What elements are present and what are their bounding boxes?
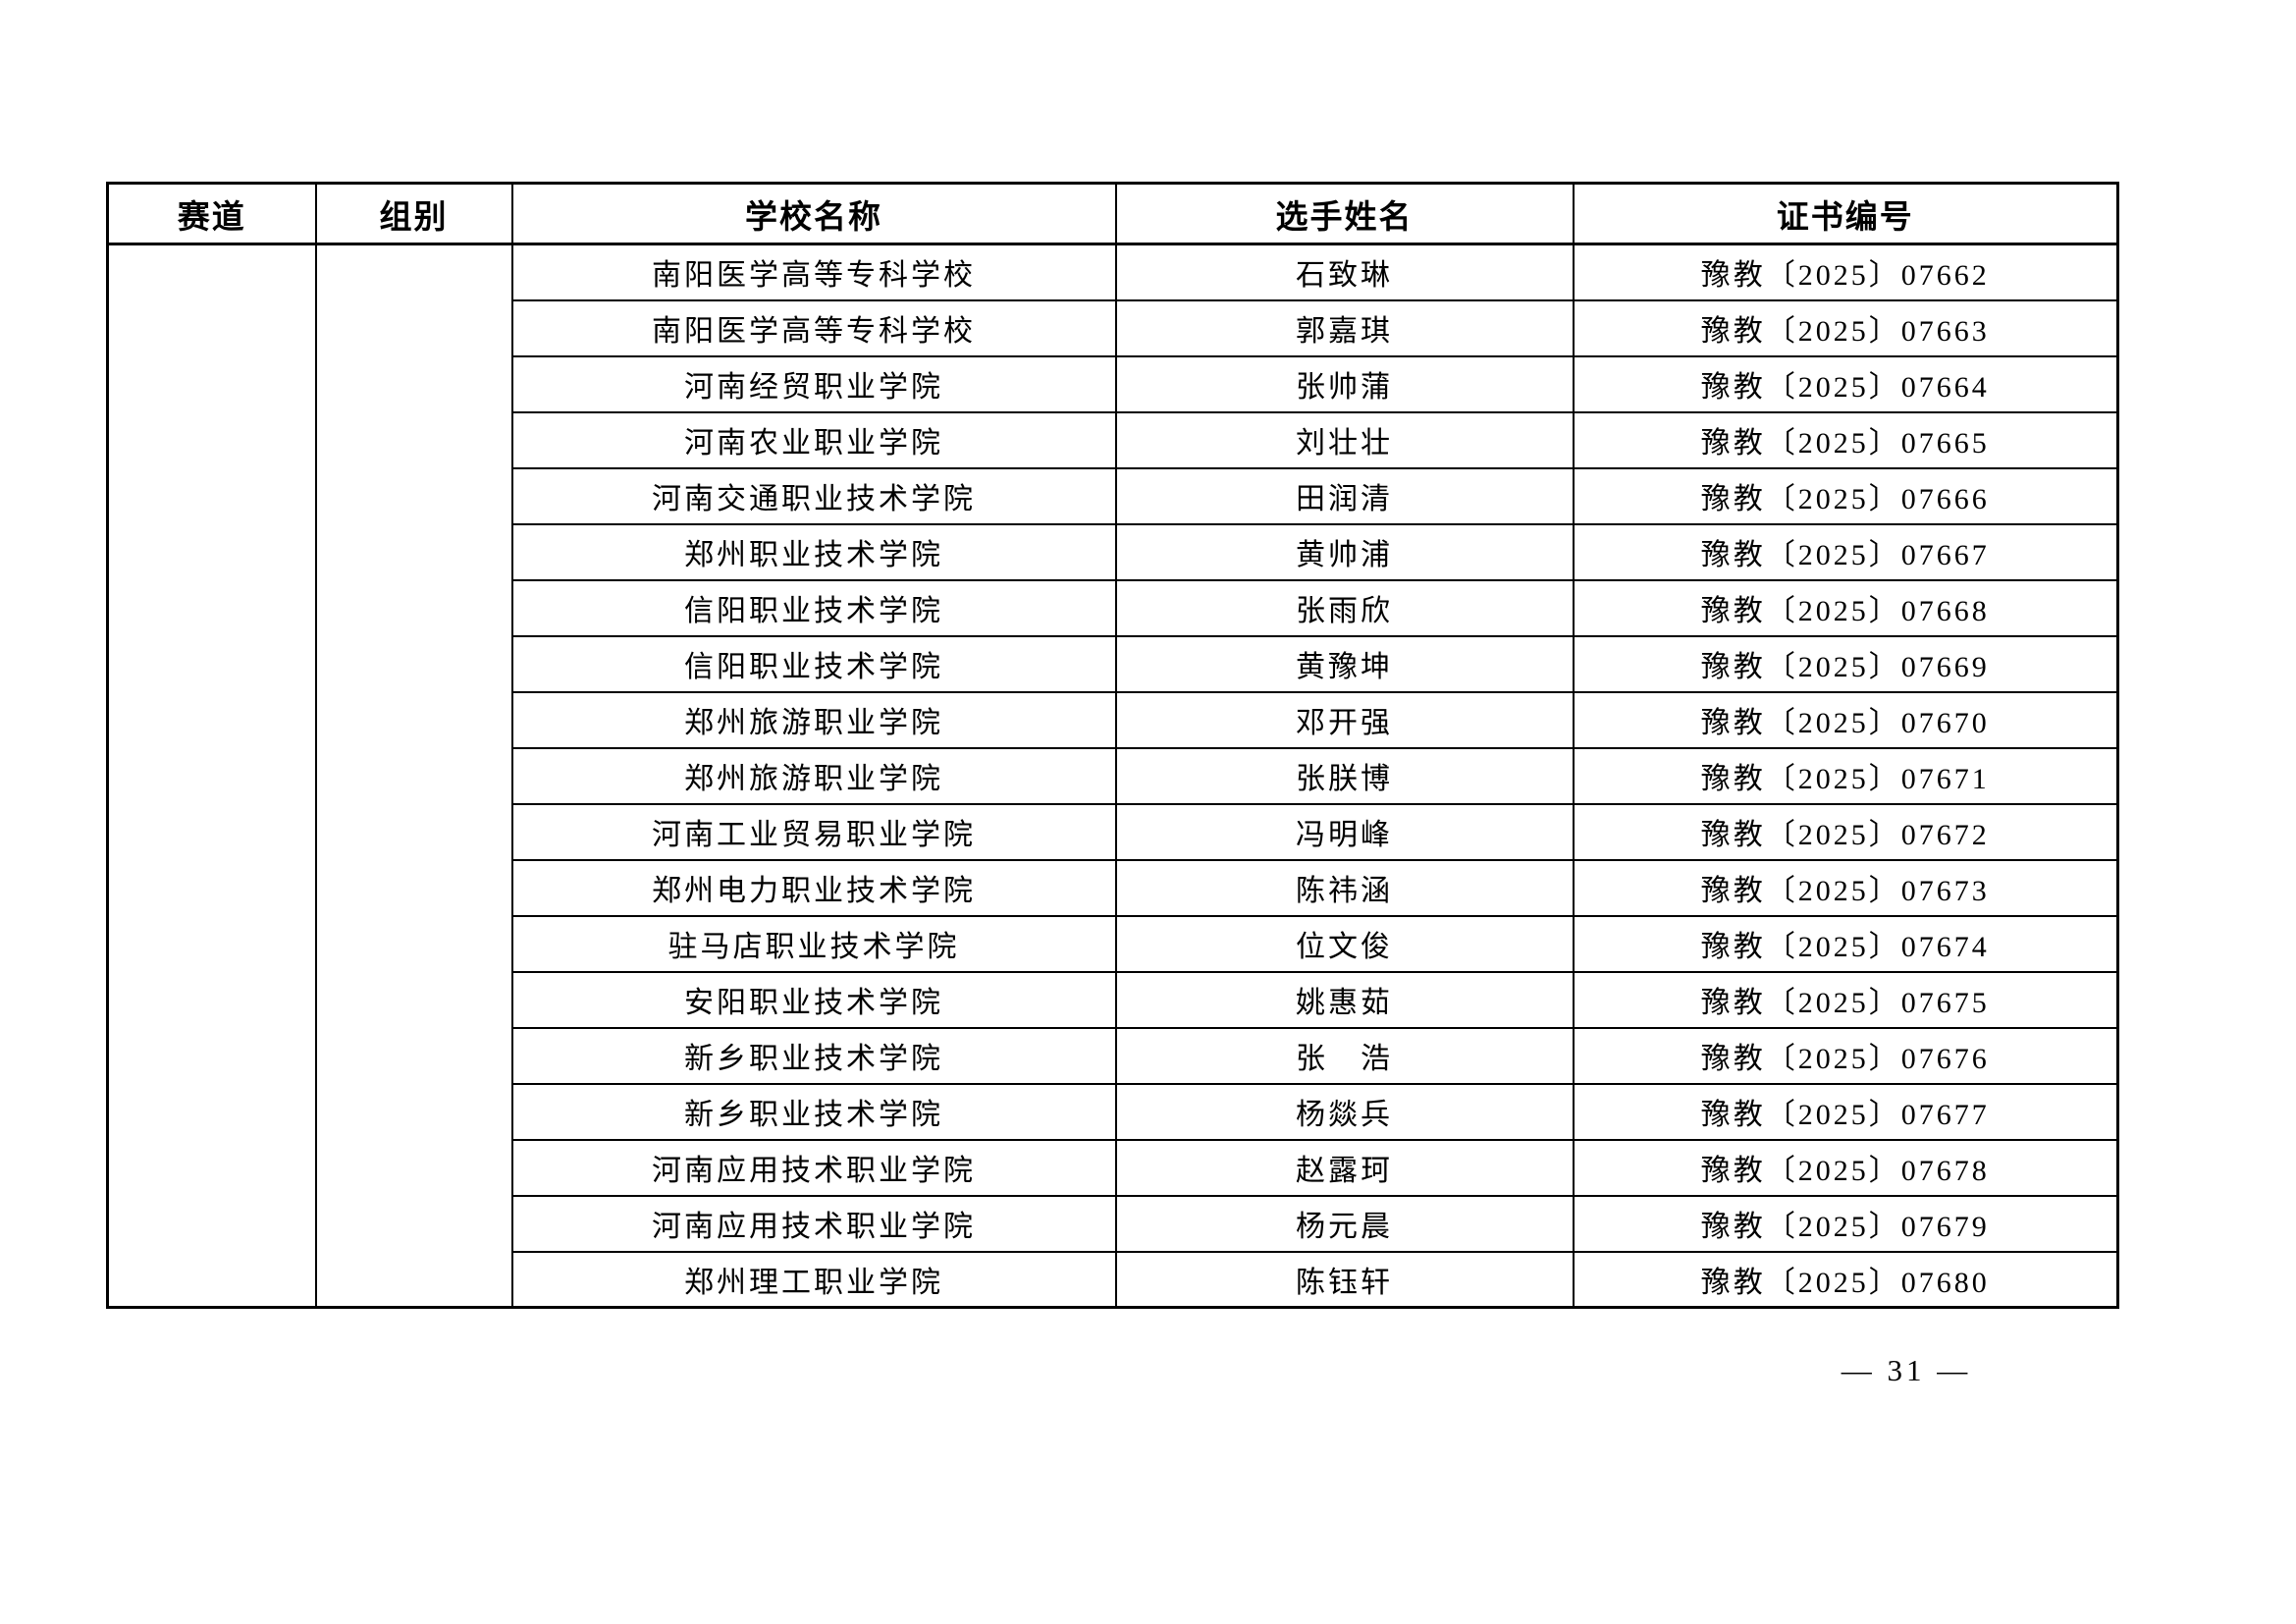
contestant-cell: 张帅蒲 xyxy=(1114,354,1575,413)
header-group: 组别 xyxy=(314,182,513,245)
track-cell xyxy=(106,243,317,1309)
school-cell: 郑州理工职业学院 xyxy=(510,1250,1117,1309)
school-cell: 郑州职业技术学院 xyxy=(510,522,1117,581)
group-cell xyxy=(314,243,513,1309)
table-row: 信阳职业技术学院 张雨欣 豫教〔2025〕07668 xyxy=(108,578,2119,637)
table-row: 新乡职业技术学院 杨燚兵 豫教〔2025〕07677 xyxy=(108,1082,2119,1141)
contestant-cell: 张雨欣 xyxy=(1114,578,1575,637)
school-cell: 河南应用技术职业学院 xyxy=(510,1194,1117,1253)
contestant-cell: 黄帅浦 xyxy=(1114,522,1575,581)
table-row: 郑州理工职业学院 陈钰轩 豫教〔2025〕07680 xyxy=(108,1250,2119,1309)
certificate-cell: 豫教〔2025〕07670 xyxy=(1572,690,2119,749)
certificate-cell: 豫教〔2025〕07680 xyxy=(1572,1250,2119,1309)
header-track: 赛道 xyxy=(106,182,317,245)
certificate-cell: 豫教〔2025〕07665 xyxy=(1572,410,2119,469)
school-cell: 新乡职业技术学院 xyxy=(510,1082,1117,1141)
school-cell: 新乡职业技术学院 xyxy=(510,1026,1117,1085)
certificate-cell: 豫教〔2025〕07672 xyxy=(1572,802,2119,861)
school-cell: 郑州电力职业技术学院 xyxy=(510,858,1117,917)
certificate-cell: 豫教〔2025〕07679 xyxy=(1572,1194,2119,1253)
certificate-table: 赛道 组别 学校名称 选手姓名 证书编号 南阳医学高等专科学校 石致琳 豫教〔2… xyxy=(106,182,2119,1309)
table-row: 河南交通职业技术学院 田润清 豫教〔2025〕07666 xyxy=(108,466,2119,525)
school-cell: 南阳医学高等专科学校 xyxy=(510,243,1117,301)
table-row: 郑州旅游职业学院 邓开强 豫教〔2025〕07670 xyxy=(108,690,2119,749)
certificate-cell: 豫教〔2025〕07675 xyxy=(1572,970,2119,1029)
contestant-cell: 田润清 xyxy=(1114,466,1575,525)
certificate-cell: 豫教〔2025〕07671 xyxy=(1572,746,2119,805)
table-row: 河南农业职业学院 刘壮壮 豫教〔2025〕07665 xyxy=(108,410,2119,469)
school-cell: 河南经贸职业学院 xyxy=(510,354,1117,413)
certificate-cell: 豫教〔2025〕07678 xyxy=(1572,1138,2119,1197)
school-cell: 河南应用技术职业学院 xyxy=(510,1138,1117,1197)
school-cell: 郑州旅游职业学院 xyxy=(510,746,1117,805)
certificate-cell: 豫教〔2025〕07663 xyxy=(1572,298,2119,357)
table-row: 河南应用技术职业学院 赵露珂 豫教〔2025〕07678 xyxy=(108,1138,2119,1197)
school-cell: 郑州旅游职业学院 xyxy=(510,690,1117,749)
table-row: 河南经贸职业学院 张帅蒲 豫教〔2025〕07664 xyxy=(108,354,2119,413)
school-cell: 驻马店职业技术学院 xyxy=(510,914,1117,973)
certificate-cell: 豫教〔2025〕07664 xyxy=(1572,354,2119,413)
school-cell: 河南交通职业技术学院 xyxy=(510,466,1117,525)
contestant-cell: 陈祎涵 xyxy=(1114,858,1575,917)
table-row: 新乡职业技术学院 张 浩 豫教〔2025〕07676 xyxy=(108,1026,2119,1085)
contestant-cell: 位文俊 xyxy=(1114,914,1575,973)
contestant-cell: 杨燚兵 xyxy=(1114,1082,1575,1141)
contestant-cell: 冯明峰 xyxy=(1114,802,1575,861)
contestant-cell: 赵露珂 xyxy=(1114,1138,1575,1197)
school-cell: 河南农业职业学院 xyxy=(510,410,1117,469)
certificate-cell: 豫教〔2025〕07666 xyxy=(1572,466,2119,525)
contestant-cell: 黄豫坤 xyxy=(1114,634,1575,693)
table-row: 安阳职业技术学院 姚惠茹 豫教〔2025〕07675 xyxy=(108,970,2119,1029)
table-row: 郑州电力职业技术学院 陈祎涵 豫教〔2025〕07673 xyxy=(108,858,2119,917)
contestant-cell: 郭嘉琪 xyxy=(1114,298,1575,357)
table-row: 河南工业贸易职业学院 冯明峰 豫教〔2025〕07672 xyxy=(108,802,2119,861)
contestant-cell: 邓开强 xyxy=(1114,690,1575,749)
contestant-cell: 刘壮壮 xyxy=(1114,410,1575,469)
table-row: 河南应用技术职业学院 杨元晨 豫教〔2025〕07679 xyxy=(108,1194,2119,1253)
contestant-cell: 张朕博 xyxy=(1114,746,1575,805)
contestant-cell: 杨元晨 xyxy=(1114,1194,1575,1253)
header-contestant: 选手姓名 xyxy=(1114,182,1575,245)
certificate-cell: 豫教〔2025〕07674 xyxy=(1572,914,2119,973)
school-cell: 南阳医学高等专科学校 xyxy=(510,298,1117,357)
header-certificate: 证书编号 xyxy=(1572,182,2119,245)
certificate-cell: 豫教〔2025〕07668 xyxy=(1572,578,2119,637)
certificate-cell: 豫教〔2025〕07662 xyxy=(1572,243,2119,301)
table-row: 郑州职业技术学院 黄帅浦 豫教〔2025〕07667 xyxy=(108,522,2119,581)
school-cell: 安阳职业技术学院 xyxy=(510,970,1117,1029)
certificate-cell: 豫教〔2025〕07677 xyxy=(1572,1082,2119,1141)
school-cell: 信阳职业技术学院 xyxy=(510,578,1117,637)
table-row: 驻马店职业技术学院 位文俊 豫教〔2025〕07674 xyxy=(108,914,2119,973)
table-row: 郑州旅游职业学院 张朕博 豫教〔2025〕07671 xyxy=(108,746,2119,805)
table-header-row: 赛道 组别 学校名称 选手姓名 证书编号 xyxy=(106,182,2119,245)
contestant-cell: 张 浩 xyxy=(1114,1026,1575,1085)
header-school: 学校名称 xyxy=(510,182,1117,245)
table-row: 信阳职业技术学院 黄豫坤 豫教〔2025〕07669 xyxy=(108,634,2119,693)
page-number: — 31 — xyxy=(1841,1353,1972,1387)
school-cell: 信阳职业技术学院 xyxy=(510,634,1117,693)
certificate-cell: 豫教〔2025〕07676 xyxy=(1572,1026,2119,1085)
table-row: 南阳医学高等专科学校 石致琳 豫教〔2025〕07662 xyxy=(106,243,2119,1309)
certificate-cell: 豫教〔2025〕07667 xyxy=(1572,522,2119,581)
certificate-cell: 豫教〔2025〕07673 xyxy=(1572,858,2119,917)
contestant-cell: 石致琳 xyxy=(1114,243,1575,301)
table-row: 南阳医学高等专科学校 郭嘉琪 豫教〔2025〕07663 xyxy=(108,298,2119,357)
contestant-cell: 姚惠茹 xyxy=(1114,970,1575,1029)
contestant-cell: 陈钰轩 xyxy=(1114,1250,1575,1309)
certificate-cell: 豫教〔2025〕07669 xyxy=(1572,634,2119,693)
school-cell: 河南工业贸易职业学院 xyxy=(510,802,1117,861)
